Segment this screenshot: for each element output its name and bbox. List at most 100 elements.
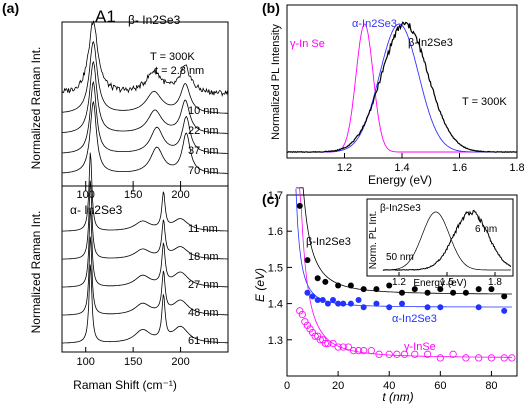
raman-trace-label: 70 nm: [188, 165, 219, 177]
energy-point-beta: [322, 278, 329, 285]
plot-c-frame: [286, 194, 518, 377]
energy-x-tick-label: 40: [383, 380, 395, 392]
raman-temperature-label: T = 300K: [150, 51, 195, 63]
energy-point-beta: [450, 289, 457, 296]
raman-trace: [61, 100, 228, 174]
pl-traces: [286, 21, 518, 154]
energy-point-gamma: [411, 350, 419, 358]
energy-point-gamma: [344, 343, 352, 351]
energy-point-beta: [399, 289, 405, 296]
inset-x-axis-label: Energy (eV): [413, 278, 466, 289]
raman-trace: [62, 180, 228, 260]
energy-point-beta: [437, 286, 444, 293]
peak-label-a1: A1: [95, 7, 116, 26]
raman-x-tick-label: 200: [171, 189, 189, 201]
raman-trace-label: 37 nm: [188, 145, 219, 157]
energy-point-gamma: [301, 318, 309, 326]
energy-point-gamma: [308, 328, 317, 337]
inset-traces: [382, 209, 512, 271]
energy-point-beta: [373, 286, 380, 293]
panel-label-b: (b): [262, 0, 280, 16]
pl-x-tick-label: 1.8: [509, 162, 524, 174]
energy-y-tick-label: 1.6: [268, 226, 283, 238]
raman-top-y-axis-label: Normalized Raman Int.: [29, 47, 43, 170]
energy-point-alpha: [373, 300, 380, 307]
raman-thickness-label: t = 2.8 nm: [155, 65, 204, 77]
energy-point-alpha: [324, 300, 331, 307]
energy-point-alpha: [424, 304, 431, 311]
raman-x-tick-label: 200: [171, 356, 189, 368]
energy-point-gamma: [487, 354, 496, 362]
pl-temperature-label: T = 300K: [462, 96, 507, 108]
energy-point-gamma: [500, 354, 508, 362]
inset-x-tick-label: 1.8: [488, 277, 502, 288]
raman-x-tick-label: 150: [124, 356, 142, 368]
energy-point-gamma: [423, 350, 432, 358]
raman-trace: [61, 20, 229, 98]
raman-x-axis-label: Raman Shift (cm⁻¹): [73, 378, 177, 392]
energy-point-beta: [424, 289, 431, 296]
raman-trace: [62, 264, 228, 344]
energy-point-beta: [475, 286, 482, 293]
raman-bottom-traces: 11 nm 18 nm 27 nm 48 nm 61 nm: [61, 152, 229, 347]
energy-x-tick-label: 80: [485, 380, 497, 392]
energy-point-alpha: [501, 307, 508, 314]
raman-trace-label: 11 nm: [188, 223, 218, 235]
energy-point-alpha: [330, 296, 336, 303]
energy-y-tick-label: 1.5: [268, 262, 283, 274]
pl-curve: [286, 21, 518, 154]
inset-curve: [383, 211, 511, 271]
energy-point-alpha: [340, 300, 347, 307]
energy-point-gamma: [475, 354, 483, 362]
energy-point-beta: [314, 275, 321, 282]
raman-x-tick-label: 100: [77, 356, 95, 368]
raman-trace-label: 48 nm: [188, 307, 219, 319]
energy-point-gamma: [462, 354, 470, 362]
panel-label-c: (c): [262, 191, 279, 207]
pl-beta-label: β-In2Se3: [408, 37, 453, 49]
energy-point-gamma: [296, 307, 304, 315]
energy-point-beta: [386, 282, 393, 289]
energy-x-axis-label: t (nm): [382, 390, 413, 404]
energy-point-gamma: [508, 354, 516, 362]
energy-point-gamma: [354, 347, 363, 355]
energy-point-gamma: [316, 336, 324, 344]
pl-x-axis-label: Energy (eV): [368, 173, 432, 187]
energy-y-tick-label: 1.3: [268, 335, 283, 347]
energy-point-gamma: [329, 339, 337, 348]
panel-c: (c) 0 20 40 60 80 1.3 1.4 1.5 1.6 1.7 β-In2Se3 α-…: [253, 187, 518, 404]
energy-point-alpha: [314, 296, 321, 303]
energy-x-tick-label: 60: [434, 380, 446, 392]
energy-point-beta: [296, 202, 303, 209]
energy-y-tick-label: 1.7: [268, 190, 283, 202]
energy-point-alpha: [304, 289, 311, 296]
raman-bottom-y-axis-label: Normalized Raman Int.: [29, 211, 43, 334]
inset-curve: [382, 209, 512, 271]
energy-point-alpha: [360, 304, 367, 311]
raman-trace-label: 18 nm: [188, 251, 219, 263]
energy-point-alpha: [437, 304, 444, 311]
plot-b-frame: [286, 4, 518, 159]
energy-point-alpha: [386, 304, 393, 311]
inset-x-tick-label: 1.2: [392, 277, 406, 288]
raman-trace: [61, 236, 229, 316]
energy-point-gamma: [324, 339, 332, 348]
inset-x-tick-label: 1.5: [440, 277, 454, 288]
pl-alpha-label: α-In2Se3: [352, 18, 397, 30]
energy-alpha-label: α-In2Se3: [392, 313, 437, 325]
energy-point-gamma: [321, 339, 329, 348]
energy-beta-label: β-In2Se3: [306, 236, 351, 248]
energy-gamma-label: γ-InSe: [404, 341, 436, 353]
pl-gamma-label: γ-In Se: [290, 38, 325, 50]
raman-trace: [61, 40, 228, 114]
energy-point-gamma: [400, 350, 409, 358]
energy-point-alpha: [399, 300, 405, 307]
energy-point-gamma: [319, 336, 327, 344]
pl-x-tick-label: 1.4: [394, 162, 409, 174]
energy-axis-ticks: 0 20 40 60 80 1.3 1.4 1.5 1.6 1.7: [268, 190, 498, 392]
energy-point-gamma: [367, 347, 375, 355]
inset-ticks: 1.2 1.5 1.8: [392, 272, 502, 288]
pl-x-ticks: 1.2 1.4 1.6 1.8: [337, 153, 524, 174]
energy-x-tick-label: 0: [284, 380, 290, 392]
raman-trace-label: 22 nm: [188, 125, 219, 137]
